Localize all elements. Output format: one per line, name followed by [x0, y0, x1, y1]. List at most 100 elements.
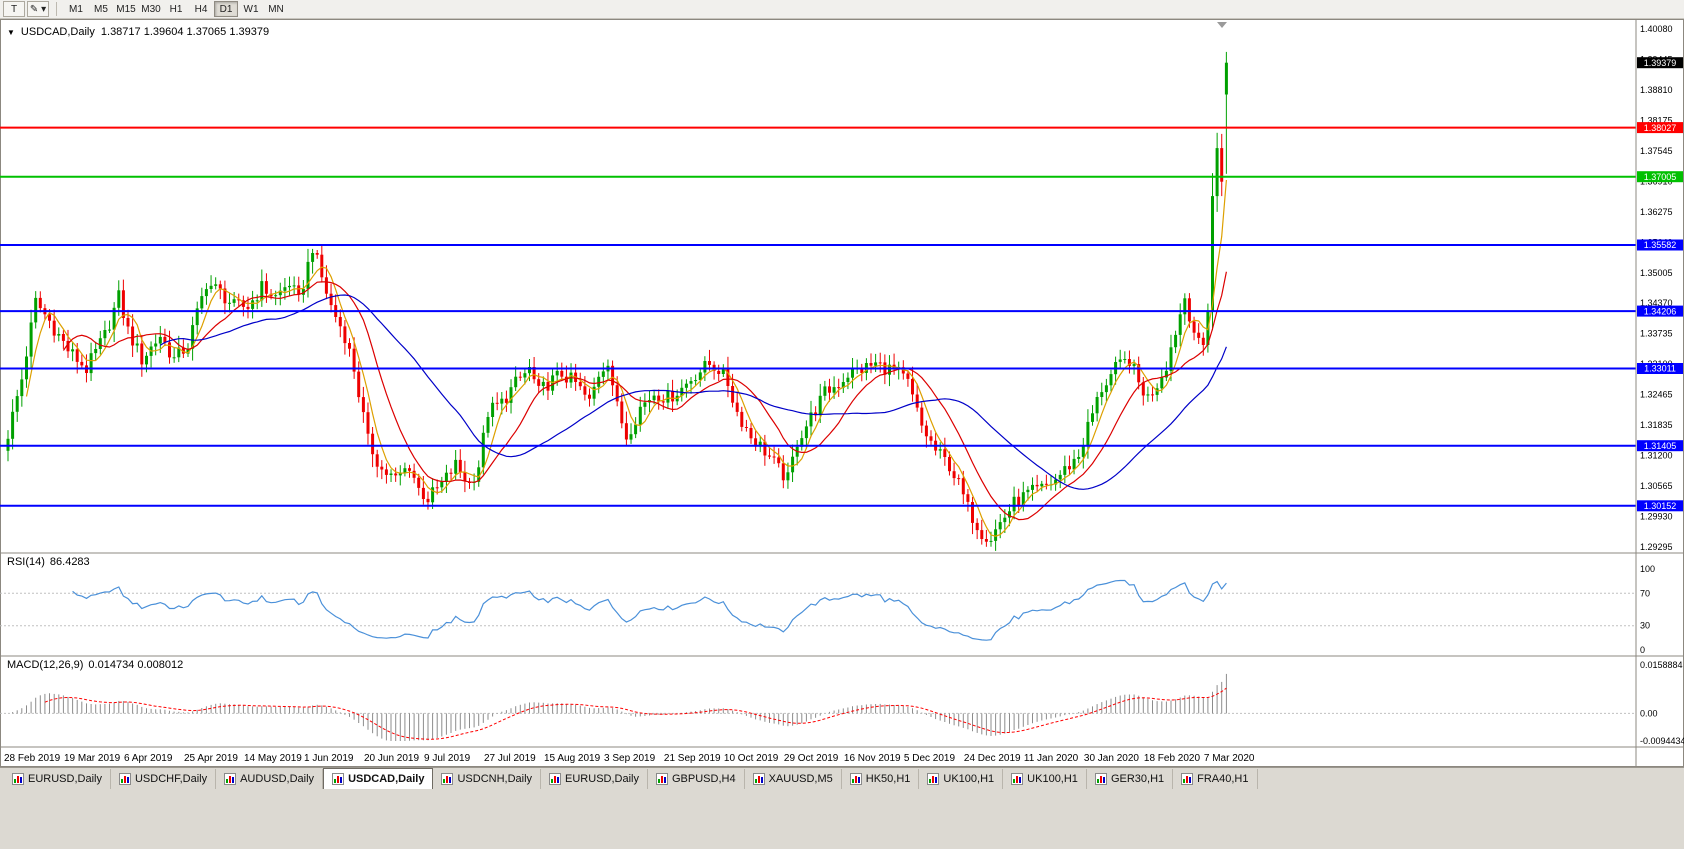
chart-tab-label: AUDUSD,Daily	[240, 773, 315, 785]
time-axis-label: 28 Feb 2019	[4, 753, 61, 764]
chart-tab-label: USDCNH,Daily	[457, 773, 533, 785]
chart-expander-icon[interactable]: ▼	[7, 27, 15, 37]
chart-tab-icon	[12, 773, 24, 785]
time-axis-label: 7 Mar 2020	[1204, 753, 1255, 764]
tool-buttons-group: T ✎ ▾	[3, 1, 49, 17]
chart-tab-label: UK100,H1	[1027, 773, 1078, 785]
timeframe-mn-button[interactable]: MN	[264, 1, 288, 17]
chart-tab-eurusd-daily-5[interactable]: EURUSD,Daily	[541, 769, 648, 789]
time-axis-label: 24 Dec 2019	[964, 753, 1021, 764]
chart-tab-gbpusd-h4-6[interactable]: GBPUSD,H4	[648, 769, 745, 789]
svg-text:1.31405: 1.31405	[1644, 441, 1677, 451]
time-axis-label: 11 Jan 2020	[1024, 753, 1079, 764]
chart-tab-icon	[849, 773, 862, 785]
level-badge-1.30152: 1.30152	[1637, 500, 1683, 512]
chart-tab-uk100-h1-9[interactable]: UK100,H1	[919, 769, 1004, 789]
timeframe-buttons-group: M1 M5 M15 M30 H1 H4 D1 W1 MN	[64, 1, 288, 17]
price-axis-label: 1.32465	[1640, 390, 1673, 400]
drawing-tool-button[interactable]: ✎ ▾	[27, 1, 49, 17]
timeframe-m15-button[interactable]: M15	[114, 1, 138, 17]
time-axis-label: 10 Oct 2019	[724, 753, 779, 764]
chart-background	[0, 19, 1684, 767]
svg-text:1.38027: 1.38027	[1644, 123, 1677, 133]
svg-text:1.39379: 1.39379	[1644, 58, 1677, 68]
price-axis-label: 1.31835	[1640, 420, 1673, 430]
rsi-axis-label: 70	[1640, 588, 1650, 598]
chart-tab-label: USDCAD,Daily	[348, 773, 425, 785]
timeframe-h1-button[interactable]: H1	[164, 1, 188, 17]
candles	[6, 51, 1228, 551]
timeframe-m5-button[interactable]: M5	[89, 1, 113, 17]
chart-tab-icon	[441, 773, 454, 785]
level-badge-1.34206: 1.34206	[1637, 305, 1683, 317]
timeframe-m1-button[interactable]: M1	[64, 1, 88, 17]
current-price-badge: 1.39379	[1637, 57, 1683, 69]
time-axis[interactable]: 28 Feb 2019 19 Mar 2019 6 Apr 2019 25 Apr 2…	[4, 753, 1255, 764]
chart-tab-usdcad-daily-3[interactable]: USDCAD,Daily	[323, 768, 434, 789]
rsi-axis-label: 100	[1640, 564, 1655, 574]
timeframe-d1-button[interactable]: D1	[214, 1, 238, 17]
macd-axis-label: -0.0094434	[1640, 736, 1684, 746]
chart-tab-icon	[1181, 773, 1194, 785]
time-axis-label: 25 Apr 2019	[184, 753, 238, 764]
chart-canvas[interactable]: 1.400801.394451.388101.381751.375451.369…	[0, 19, 1684, 767]
price-axis-label: 1.38175	[1640, 115, 1673, 125]
chart-tab-icon	[332, 773, 345, 785]
chart-tabs-bar: EURUSD,Daily USDCHF,Daily AUDUSD,Daily USDC…	[0, 767, 1684, 789]
price-axis-label: 1.30565	[1640, 481, 1673, 491]
macd-signal-line	[44, 687, 1227, 740]
rsi-line	[72, 579, 1227, 641]
window-background	[0, 789, 1684, 849]
toolbar-separator	[56, 2, 57, 16]
ma-5-line	[25, 179, 1227, 537]
price-axis-label: 1.40080	[1640, 24, 1673, 34]
time-axis-label: 29 Oct 2019	[784, 753, 839, 764]
svg-text:1.33011: 1.33011	[1644, 364, 1676, 374]
time-axis-label: 30 Jan 2020	[1084, 753, 1139, 764]
ma-34-line	[159, 294, 1227, 490]
price-axis-label: 1.35005	[1640, 268, 1673, 278]
chart-tab-hk50-h1-8[interactable]: HK50,H1	[842, 769, 920, 789]
chart-tab-usdcnh-daily-4[interactable]: USDCNH,Daily	[433, 769, 542, 789]
text-tool-button[interactable]: T	[3, 1, 25, 17]
chart-tab-usdchf-daily-1[interactable]: USDCHF,Daily	[111, 769, 217, 789]
time-axis-label: 9 Jul 2019	[424, 753, 471, 764]
chart-tab-label: GBPUSD,H4	[672, 773, 736, 785]
time-axis-label: 19 Mar 2019	[64, 753, 121, 764]
chart-tab-ger30-h1-11[interactable]: GER30,H1	[1087, 769, 1174, 789]
time-axis-label: 27 Jul 2019	[484, 753, 536, 764]
price-axis-label: 1.31200	[1640, 451, 1673, 461]
time-axis-label: 16 Nov 2019	[844, 753, 901, 764]
time-axis-label: 5 Dec 2019	[904, 753, 956, 764]
chart-tab-uk100-h1-10[interactable]: UK100,H1	[1003, 769, 1087, 789]
level-badge-1.37005: 1.37005	[1637, 171, 1683, 183]
time-axis-label: 3 Sep 2019	[604, 753, 656, 764]
rsi-axis-label: 0	[1640, 645, 1645, 655]
price-axis-label: 1.37545	[1640, 146, 1673, 156]
time-axis-label: 21 Sep 2019	[664, 753, 721, 764]
level-badge-1.38027: 1.38027	[1637, 122, 1683, 134]
svg-text:1.34206: 1.34206	[1644, 306, 1677, 316]
timeframe-w1-button[interactable]: W1	[239, 1, 263, 17]
svg-text:1.35582: 1.35582	[1644, 240, 1677, 250]
timeframe-h4-button[interactable]: H4	[189, 1, 213, 17]
chart-tab-xauusd-m5-7[interactable]: XAUUSD,M5	[745, 769, 842, 789]
chart-tab-fra40-h1-12[interactable]: FRA40,H1	[1173, 769, 1258, 789]
time-axis-label: 1 Jun 2019	[304, 753, 354, 764]
chart-tab-icon	[1094, 773, 1107, 785]
chart-tab-icon	[118, 773, 131, 785]
chart-tab-icon	[224, 773, 237, 785]
chart-shift-marker[interactable]	[1217, 22, 1227, 28]
timeframe-m30-button[interactable]: M30	[139, 1, 163, 17]
price-axis-label: 1.29930	[1640, 512, 1673, 522]
chart-tab-eurusd-daily-0[interactable]: EURUSD,Daily	[4, 769, 111, 789]
chart-tab-audusd-daily-2[interactable]: AUDUSD,Daily	[216, 769, 324, 789]
price-axis-label: 1.34370	[1640, 298, 1673, 308]
time-axis-label: 15 Aug 2019	[544, 753, 601, 764]
price-axis-label: 1.38810	[1640, 85, 1673, 95]
chart-tab-label: GER30,H1	[1110, 773, 1165, 785]
level-badge-1.31405: 1.31405	[1637, 440, 1683, 452]
toolbar: T ✎ ▾ M1 M5 M15 M30 H1 H4 D1 W1 MN	[0, 0, 1684, 19]
price-axis-label: 1.29295	[1640, 542, 1673, 552]
